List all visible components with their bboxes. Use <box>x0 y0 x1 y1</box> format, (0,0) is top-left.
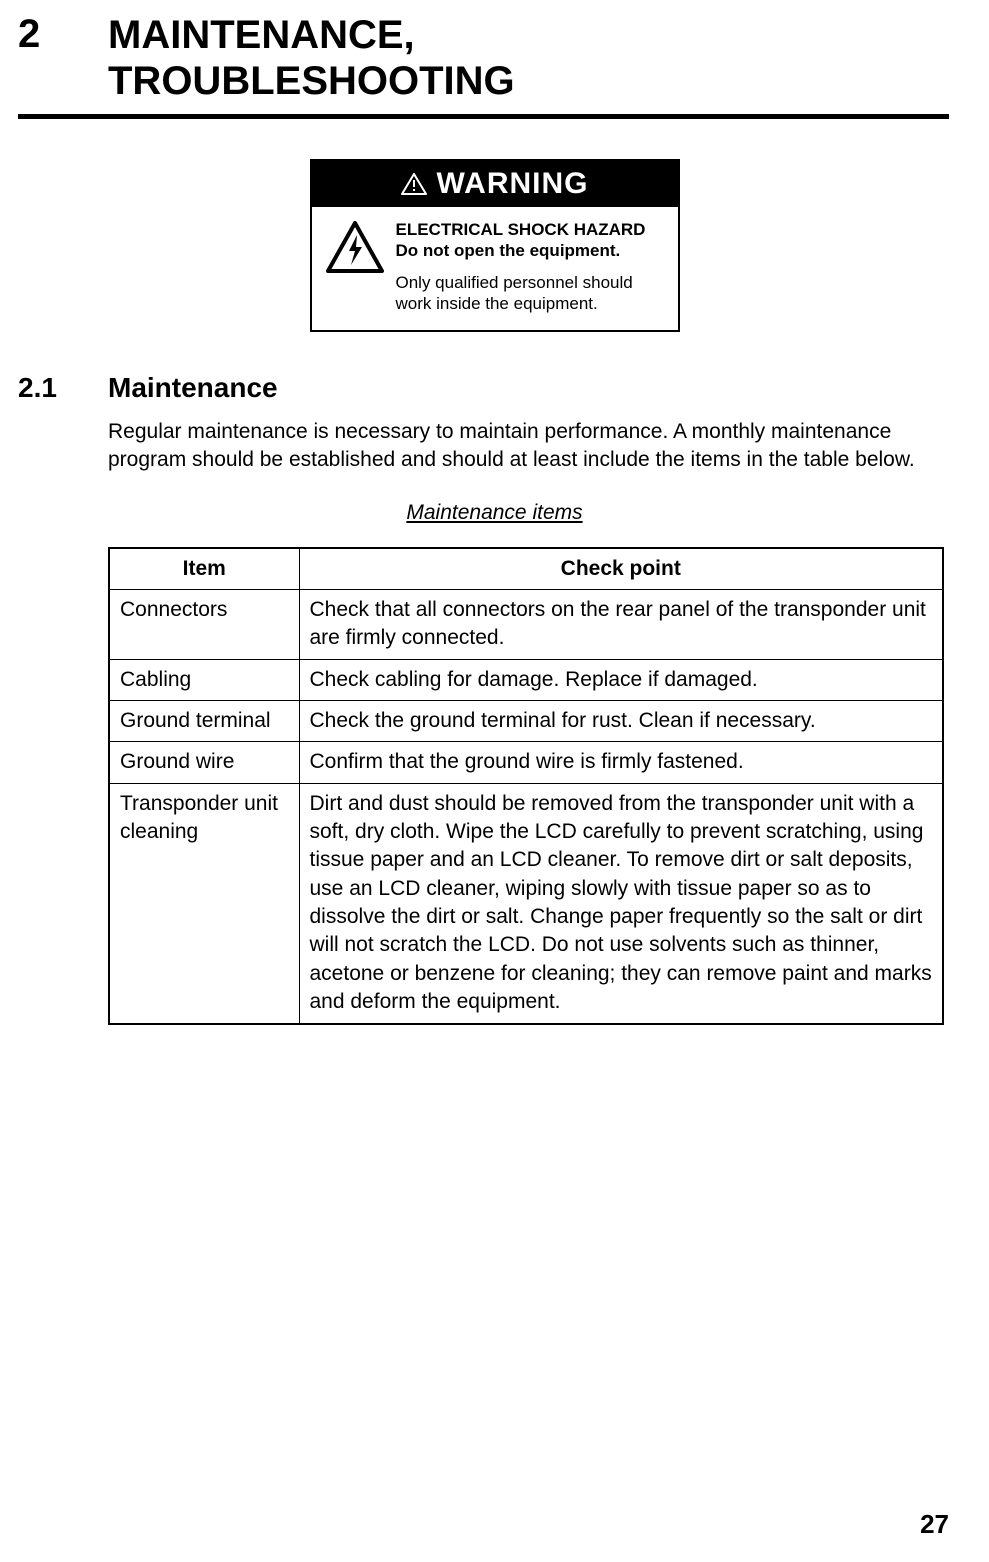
table-cell-item: Transponder unit cleaning <box>109 783 299 1023</box>
warning-header: WARNING <box>312 161 678 207</box>
table-cell-item: Ground wire <box>109 742 299 783</box>
chapter-title: MAINTENANCE, TROUBLESHOOTING <box>108 12 515 104</box>
table-cell-check: Confirm that the ground wire is firmly f… <box>299 742 943 783</box>
chapter-rule <box>18 114 949 119</box>
chapter-number: 2 <box>18 12 108 57</box>
warning-label: WARNING <box>437 167 589 201</box>
table-row: Ground terminal Check the ground termina… <box>109 701 943 742</box>
page-number: 27 <box>920 1509 949 1540</box>
maintenance-table: Item Check point Connectors Check that a… <box>108 547 944 1025</box>
chapter-header: 2 MAINTENANCE, TROUBLESHOOTING <box>0 0 989 108</box>
shock-hazard-icon <box>326 221 384 273</box>
table-header-item: Item <box>109 548 299 590</box>
table-cell-check: Dirt and dust should be removed from the… <box>299 783 943 1023</box>
chapter-title-line1: MAINTENANCE, <box>108 13 415 57</box>
warning-subtext: Only qualified personnel should work ins… <box>396 272 664 315</box>
table-cell-check: Check cabling for damage. Replace if dam… <box>299 659 943 700</box>
warning-triangle-icon <box>401 173 427 195</box>
table-header-row: Item Check point <box>109 548 943 590</box>
table-caption: Maintenance items <box>0 501 989 525</box>
table-row: Transponder unit cleaning Dirt and dust … <box>109 783 943 1023</box>
warning-box: WARNING ELECTRICAL SHOCK HAZARD Do not o… <box>310 159 680 332</box>
table-cell-item: Connectors <box>109 590 299 660</box>
section-paragraph: Regular maintenance is necessary to main… <box>0 404 989 475</box>
table-cell-item: Cabling <box>109 659 299 700</box>
section-title: Maintenance <box>108 372 278 404</box>
table-header-check: Check point <box>299 548 943 590</box>
chapter-title-line2: TROUBLESHOOTING <box>108 59 515 103</box>
warning-bold-line: Do not open the equipment. <box>396 240 664 261</box>
section-header: 2.1 Maintenance <box>0 332 989 404</box>
warning-text: ELECTRICAL SHOCK HAZARD Do not open the … <box>396 219 664 314</box>
warning-body: ELECTRICAL SHOCK HAZARD Do not open the … <box>312 207 678 330</box>
table-row: Ground wire Confirm that the ground wire… <box>109 742 943 783</box>
table-cell-item: Ground terminal <box>109 701 299 742</box>
table-row: Connectors Check that all connectors on … <box>109 590 943 660</box>
section-number: 2.1 <box>18 372 108 404</box>
table-cell-check: Check the ground terminal for rust. Clea… <box>299 701 943 742</box>
table-row: Cabling Check cabling for damage. Replac… <box>109 659 943 700</box>
table-cell-check: Check that all connectors on the rear pa… <box>299 590 943 660</box>
warning-heading: ELECTRICAL SHOCK HAZARD <box>396 219 664 240</box>
